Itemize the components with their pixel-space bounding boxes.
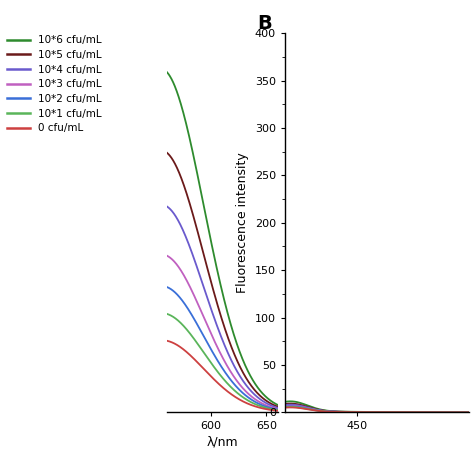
X-axis label: λ/nm: λ/nm — [207, 436, 238, 448]
Y-axis label: Fluorescence intensity: Fluorescence intensity — [237, 153, 249, 293]
Text: B: B — [257, 14, 272, 33]
Legend: 10*6 cfu/mL, 10*5 cfu/mL, 10*4 cfu/mL, 10*3 cfu/mL, 10*2 cfu/mL, 10*1 cfu/mL, 0 : 10*6 cfu/mL, 10*5 cfu/mL, 10*4 cfu/mL, 1… — [6, 34, 103, 135]
